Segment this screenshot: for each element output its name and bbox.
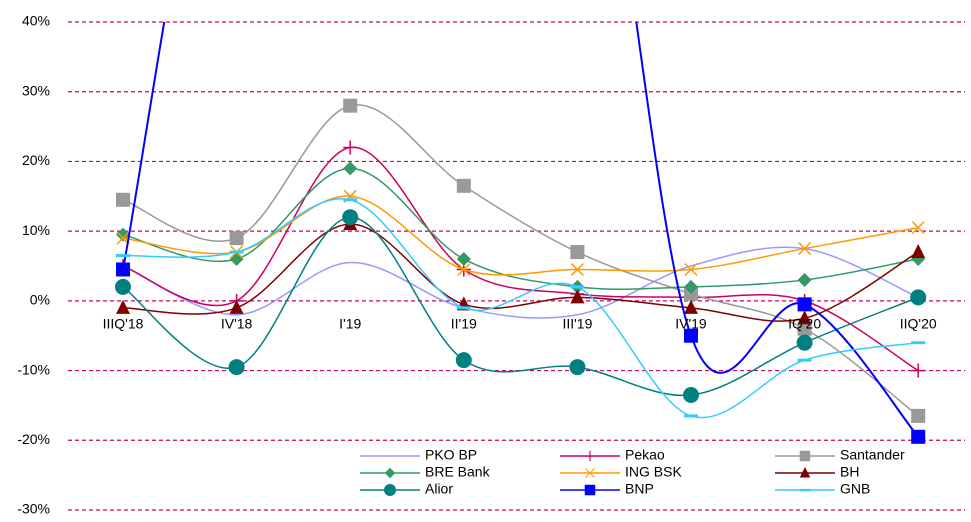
y-tick-label: -30% <box>17 501 50 517</box>
x-tick-label: IIIQ'18 <box>103 316 144 332</box>
legend-label: BNP <box>625 481 654 497</box>
series-line <box>122 22 919 438</box>
marker <box>684 279 698 294</box>
marker <box>911 363 926 378</box>
marker <box>799 450 811 462</box>
series-line <box>122 167 919 291</box>
marker <box>228 359 245 376</box>
marker <box>343 140 358 155</box>
x-tick-label: IIQ'20 <box>900 316 937 332</box>
marker <box>797 272 812 287</box>
marker <box>684 328 698 343</box>
marker <box>797 321 812 336</box>
marker <box>911 341 926 345</box>
marker <box>796 334 813 351</box>
marker <box>569 359 586 376</box>
marker <box>799 488 811 492</box>
x-tick-label: IV'19 <box>675 316 707 332</box>
y-tick-label: 40% <box>22 13 50 29</box>
marker <box>116 254 130 258</box>
x-tick-label: IQ'20 <box>788 316 821 332</box>
marker <box>585 468 595 478</box>
x-tick-label: II'19 <box>451 316 477 332</box>
series-line <box>122 197 919 419</box>
marker <box>797 297 812 312</box>
marker <box>115 278 131 295</box>
y-tick-label: -20% <box>17 431 50 447</box>
marker <box>910 289 927 306</box>
marker <box>570 289 585 304</box>
marker <box>343 198 358 202</box>
legend-label: PKO BP <box>425 447 477 463</box>
legend-label: GNB <box>840 481 870 497</box>
marker <box>229 231 244 246</box>
marker <box>343 161 358 176</box>
marker <box>229 252 244 267</box>
marker <box>116 299 130 314</box>
marker <box>384 484 396 496</box>
marker <box>911 429 926 444</box>
x-tick-label: IV'18 <box>221 316 253 332</box>
series-line <box>122 223 919 322</box>
marker <box>797 310 812 325</box>
marker <box>584 484 596 496</box>
marker <box>684 262 698 277</box>
marker <box>570 285 585 289</box>
marker <box>342 209 359 226</box>
series-line <box>122 104 919 417</box>
legend-label: Pekao <box>625 447 665 463</box>
marker <box>798 242 812 256</box>
marker <box>384 467 396 479</box>
marker <box>570 245 585 260</box>
series-line <box>122 146 919 372</box>
marker <box>683 386 699 403</box>
y-tick-label: 20% <box>22 152 50 168</box>
marker <box>229 250 244 254</box>
marker <box>455 352 472 369</box>
x-tick-label: I'19 <box>339 316 361 332</box>
marker <box>684 414 698 418</box>
marker <box>799 467 811 478</box>
marker <box>116 262 130 277</box>
marker <box>911 221 925 235</box>
y-tick-label: 10% <box>22 222 50 238</box>
marker <box>797 358 812 362</box>
legend-label: Alior <box>425 481 453 497</box>
marker <box>570 262 584 277</box>
y-tick-label: -10% <box>17 361 50 377</box>
legend-label: BRE Bank <box>425 464 491 480</box>
marker <box>457 262 471 277</box>
series-line <box>122 216 919 397</box>
legend-label: Santander <box>840 447 905 463</box>
y-tick-label: 0% <box>30 292 50 308</box>
series-line <box>122 246 919 319</box>
marker <box>684 299 698 314</box>
legend-label: BH <box>840 464 859 480</box>
x-tick-label: III'19 <box>562 316 592 332</box>
marker <box>911 244 926 259</box>
marker <box>456 252 471 267</box>
legend-label: ING BSK <box>625 464 682 480</box>
marker <box>229 299 244 314</box>
marker <box>456 306 471 310</box>
y-tick-label: 30% <box>22 82 50 98</box>
marker <box>116 192 130 207</box>
marker <box>456 178 471 193</box>
marker <box>584 450 596 462</box>
marker <box>911 408 926 423</box>
marker <box>343 98 358 113</box>
